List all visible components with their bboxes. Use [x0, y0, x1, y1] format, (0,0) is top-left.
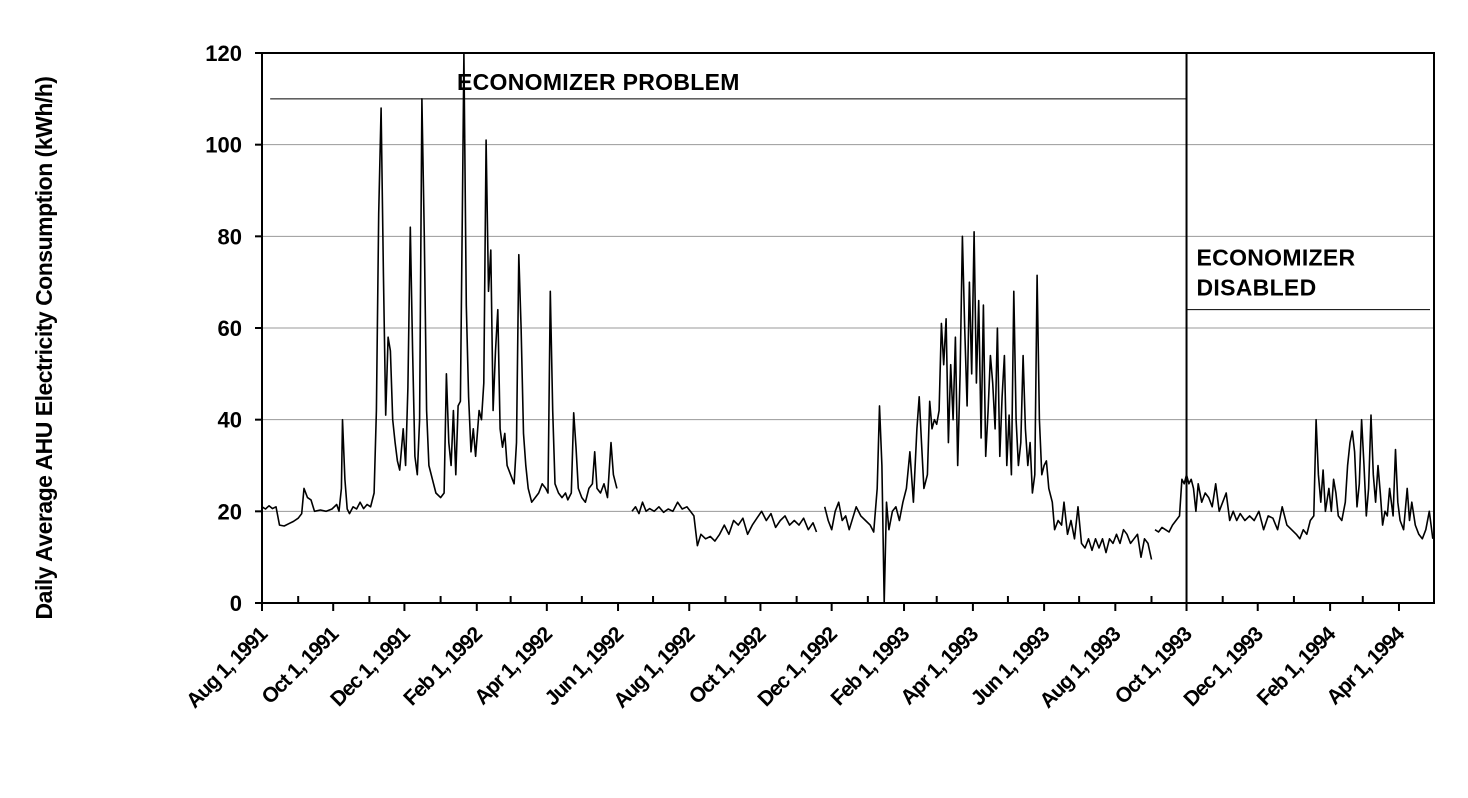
y-tick-label: 40: [218, 408, 242, 433]
series-line-segment-3: [1154, 414, 1434, 540]
gridlines: [262, 144, 1434, 512]
series-line-segment-2: [823, 231, 1153, 604]
y-tick-label: 100: [205, 133, 242, 158]
economizer-disabled-label-line1: ECONOMIZER: [1197, 245, 1356, 271]
economizer-problem-label: ECONOMIZER PROBLEM: [457, 69, 740, 95]
y-axis-label: Daily Average AHU Electricity Consumptio…: [31, 77, 57, 620]
annotations: ECONOMIZER PROBLEM ECONOMIZER DISABLED: [270, 69, 1430, 311]
x-tick-label: Apr 1, 1994: [1322, 622, 1409, 709]
axes: [255, 52, 1435, 611]
y-tick-label: 80: [218, 224, 242, 249]
x-tick-label: Aug 1, 1991: [182, 622, 273, 713]
y-tick-label: 60: [218, 316, 242, 341]
y-tick-label: 20: [218, 499, 242, 524]
y-tick-labels: 0 20 40 60 80 100 120: [205, 41, 242, 616]
economizer-disabled-label-line2: DISABLED: [1197, 275, 1317, 301]
series-line-segment-1: [631, 501, 818, 547]
series-line-layer: [261, 52, 1434, 604]
y-tick-label: 120: [205, 41, 242, 66]
series-line-segment-0: [261, 52, 618, 527]
y-tick-label: 0: [230, 591, 242, 616]
